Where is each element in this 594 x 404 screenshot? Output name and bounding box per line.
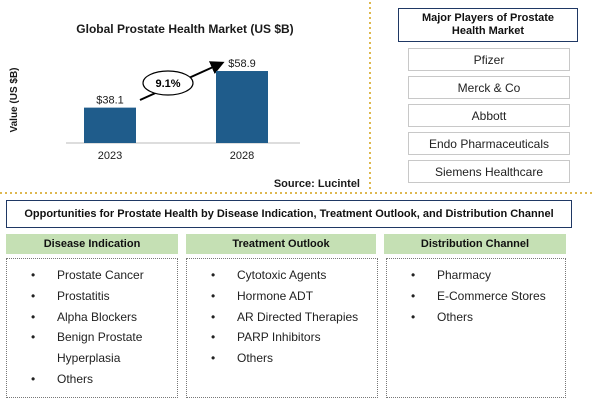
- list-item: Others: [31, 369, 157, 390]
- list-item: Cytotoxic Agents: [211, 265, 369, 286]
- annotation-ellipse: [142, 70, 194, 96]
- bullet-list: PharmacyE-Commerce StoresOthers: [409, 265, 557, 327]
- column-header: Disease Indication: [6, 234, 178, 254]
- list-item: Alpha Blockers: [31, 307, 157, 328]
- bar: [84, 107, 136, 143]
- bullet-list: Prostate CancerProstatitisAlpha Blockers…: [29, 265, 169, 390]
- source: Source: Lucintel: [274, 178, 360, 190]
- list-item: Prostate Cancer: [31, 265, 157, 286]
- y-axis-label: Value (US $B): [9, 67, 20, 132]
- list-item: Pharmacy: [411, 265, 557, 286]
- value-label: $38.1: [96, 95, 124, 107]
- x-tick-label: 2028: [230, 150, 254, 162]
- list-item: Others: [211, 348, 369, 369]
- list-item: Benign Prostate Hyperplasia: [31, 327, 157, 369]
- bullet-list: Cytotoxic AgentsHormone ADTAR Directed T…: [209, 265, 369, 369]
- column-list: Prostate CancerProstatitisAlpha Blockers…: [6, 258, 178, 398]
- opportunities-title: Opportunities for Prostate Health by Dis…: [6, 200, 572, 228]
- column-list: PharmacyE-Commerce StoresOthers: [386, 258, 566, 398]
- players-title: Major Players of Prostate Health Market: [398, 8, 578, 42]
- chart-title: Global Prostate Health Market (US $B): [76, 22, 293, 36]
- player: Merck & Co: [408, 76, 570, 99]
- player: Abbott: [408, 104, 570, 127]
- player: Endo Pharmaceuticals: [408, 132, 570, 155]
- column-header: Treatment Outlook: [186, 234, 376, 254]
- annotation: 9.1%: [155, 78, 180, 90]
- x-tick-label: 2023: [98, 150, 122, 162]
- list-item: Hormone ADT: [211, 286, 369, 307]
- list-item: E-Commerce Stores: [411, 286, 557, 307]
- column-header: Distribution Channel: [384, 234, 566, 254]
- list-item: AR Directed Therapies: [211, 307, 369, 328]
- list-item: Prostatitis: [31, 286, 157, 307]
- column-list: Cytotoxic AgentsHormone ADTAR Directed T…: [186, 258, 378, 398]
- list-item: PARP Inhibitors: [211, 327, 369, 348]
- player: Siemens Healthcare: [408, 160, 570, 183]
- value-label: $58.9: [228, 58, 256, 70]
- list-item: Others: [411, 307, 557, 328]
- bar: [216, 71, 268, 143]
- player: Pfizer: [408, 48, 570, 71]
